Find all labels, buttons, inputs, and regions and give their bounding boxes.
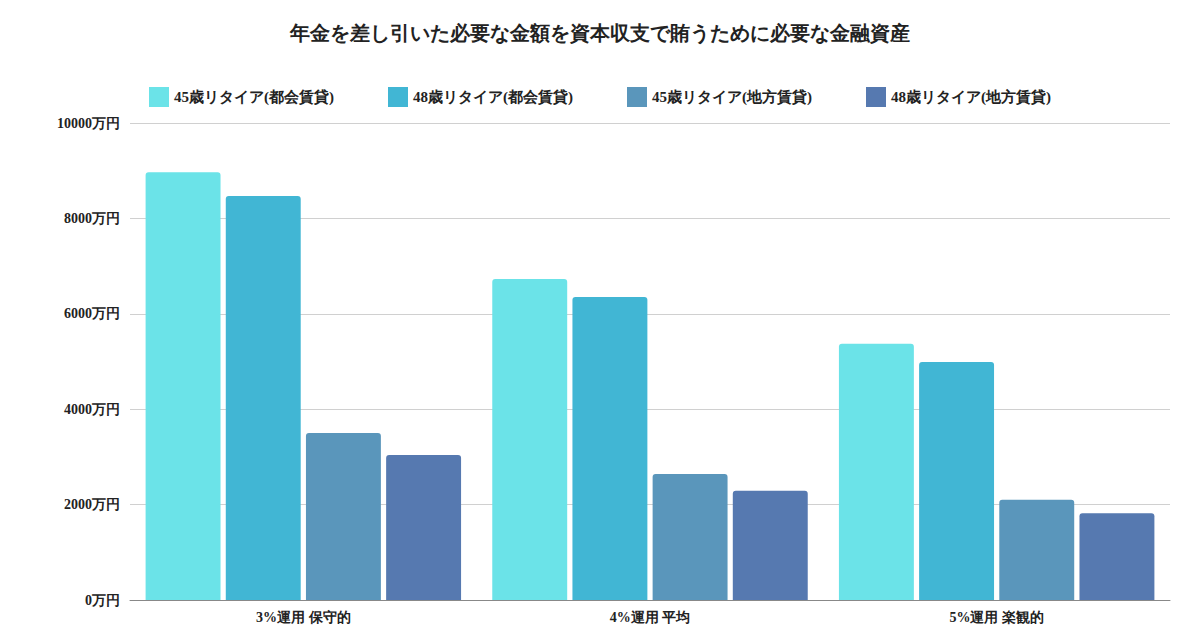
svg-text:0万円: 0万円 bbox=[85, 593, 120, 608]
svg-text:45歳リタイア(地方賃貸): 45歳リタイア(地方賃貸) bbox=[652, 88, 812, 106]
svg-text:10000万円: 10000万円 bbox=[57, 116, 120, 131]
svg-text:年金を差し引いた必要な金額を資本収支で賄うために必要な金融資: 年金を差し引いた必要な金額を資本収支で賄うために必要な金融資産 bbox=[289, 22, 910, 45]
svg-text:2000万円: 2000万円 bbox=[64, 497, 120, 512]
svg-text:6000万円: 6000万円 bbox=[64, 306, 120, 321]
svg-text:48歳リタイア(都会賃貸): 48歳リタイア(都会賃貸) bbox=[413, 88, 573, 106]
svg-text:8000万円: 8000万円 bbox=[64, 211, 120, 226]
svg-text:48歳リタイア(地方賃貸): 48歳リタイア(地方賃貸) bbox=[891, 88, 1051, 106]
svg-text:45歳リタイア(都会賃貸): 45歳リタイア(都会賃貸) bbox=[174, 88, 334, 106]
svg-text:4000万円: 4000万円 bbox=[64, 402, 120, 417]
svg-text:3%運用 保守的: 3%運用 保守的 bbox=[256, 609, 351, 625]
svg-text:4%運用 平均: 4%運用 平均 bbox=[610, 610, 691, 625]
svg-text:5%運用 楽観的: 5%運用 楽観的 bbox=[949, 610, 1044, 625]
